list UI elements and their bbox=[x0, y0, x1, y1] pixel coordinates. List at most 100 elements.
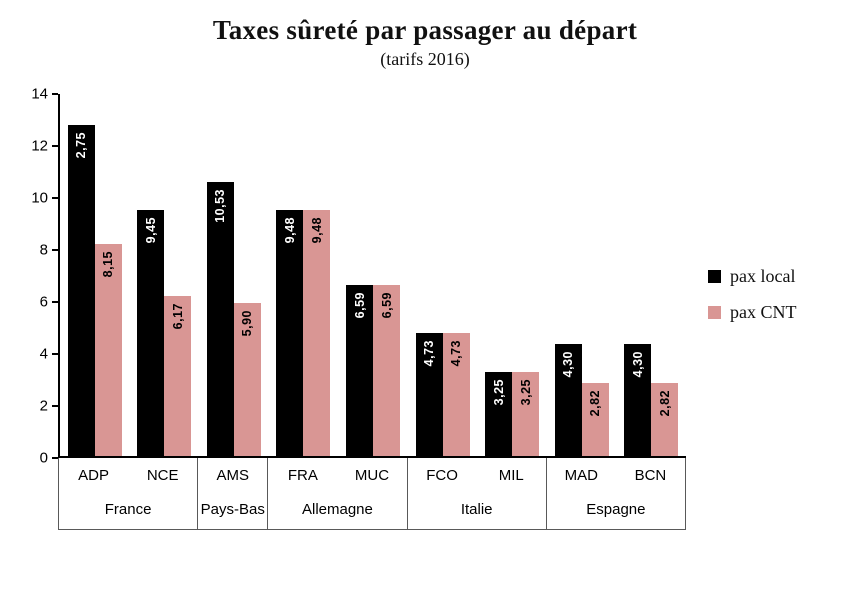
plot-area: 2,75 8,15 9,45 6,17 10,53 5,90 9,48 9,48 6,59 6,5… bbox=[52, 93, 686, 459]
bar-pax-local-ADP: 2,75 bbox=[67, 124, 95, 456]
chart-area: 0 2 4 6 8 10 12 14 2,75 8,15 9,45 6,17 10,53 5,90 9,4… bbox=[0, 86, 850, 530]
y-tick-label: 8 bbox=[39, 241, 48, 259]
bar-group-ADP: 2,75 8,15 bbox=[60, 94, 130, 456]
bar-value-label: 8,15 bbox=[101, 251, 116, 278]
axis-section-pays-bas: AMS Pays-Bas bbox=[198, 458, 269, 529]
y-tick-label: 2 bbox=[39, 397, 48, 415]
bar-value-label: 2,82 bbox=[588, 389, 603, 417]
bar-pax-CNT-AMS: 5,90 bbox=[233, 302, 261, 456]
bar-group-NCE: 9,45 6,17 bbox=[130, 94, 200, 456]
y-tick-label: 4 bbox=[39, 345, 48, 363]
axis-section-france: ADP NCE France bbox=[59, 458, 199, 529]
bar-value-label: 2,75 bbox=[74, 131, 89, 158]
axis-label-FRA: FRA bbox=[287, 467, 318, 484]
bar-pax-local-MUC: 6,59 bbox=[346, 284, 374, 456]
bar-pax-local-NCE: 9,45 bbox=[137, 210, 165, 456]
y-tick-mark bbox=[52, 145, 58, 147]
chart-subtitle: (tarifs 2016) bbox=[380, 49, 470, 69]
axis-airport-row: FRA MUC bbox=[268, 458, 406, 493]
legend-label: pax local bbox=[730, 266, 796, 286]
y-tick-mark bbox=[52, 93, 58, 95]
y-tick-label: 12 bbox=[31, 137, 48, 155]
bar-pax-local-FRA: 9,48 bbox=[276, 209, 304, 456]
y-tick-label: 14 bbox=[31, 85, 48, 103]
bar-value-label: 6,59 bbox=[379, 291, 394, 319]
axis-label-country: Espagne bbox=[586, 500, 646, 518]
bar-pax-CNT-BCN: 2,82 bbox=[651, 382, 679, 456]
y-tick-label: 0 bbox=[39, 449, 48, 467]
bar-value-label: 3,25 bbox=[491, 378, 506, 405]
legend-swatch bbox=[708, 306, 721, 319]
axis-section-espagne: MAD BCN Espagne bbox=[547, 458, 685, 529]
y-tick-mark bbox=[52, 457, 58, 459]
legend-item-pax-CNT: pax CNT bbox=[708, 302, 797, 323]
legend-swatch bbox=[708, 270, 721, 283]
bar-pax-CNT-MIL: 3,25 bbox=[512, 371, 540, 456]
category-axis: ADP NCE France AMS Pays-Bas FRA MUC Allemagne FC… bbox=[58, 458, 686, 530]
bar-group-BCN: 4,30 2,82 bbox=[617, 94, 687, 456]
axis-label-FCO: FCO bbox=[426, 467, 458, 484]
axis-airport-row: FCO MIL bbox=[408, 458, 546, 493]
axis-airport-row: ADP NCE bbox=[59, 458, 197, 493]
bar-group-FCO: 4,73 4,73 bbox=[408, 94, 478, 456]
bar-pax-local-MIL: 3,25 bbox=[485, 371, 513, 456]
bar-group-MAD: 4,30 2,82 bbox=[547, 94, 617, 456]
axis-label-country: Italie bbox=[460, 500, 493, 518]
axis-section-italie: FCO MIL Italie bbox=[408, 458, 547, 529]
bar-value-label: 3,25 bbox=[518, 378, 533, 405]
bar-value-label: 4,73 bbox=[422, 340, 437, 367]
bar-value-label: 4,30 bbox=[630, 351, 645, 378]
y-tick-mark bbox=[52, 353, 58, 355]
axis-label-country: Pays-Bas bbox=[200, 500, 265, 518]
y-tick-label: 6 bbox=[39, 293, 48, 311]
axis-label-ADP: ADP bbox=[78, 467, 109, 484]
bar-group-AMS: 10,53 5,90 bbox=[199, 94, 269, 456]
y-tick-mark bbox=[52, 301, 58, 303]
bar-pax-local-AMS: 10,53 bbox=[206, 182, 234, 456]
y-axis: 0 2 4 6 8 10 12 14 bbox=[10, 86, 58, 467]
axis-label-MAD: MAD bbox=[564, 467, 598, 484]
axis-label-MUC: MUC bbox=[354, 467, 390, 484]
bar-value-label: 4,30 bbox=[561, 351, 576, 378]
axis-section-allemagne: FRA MUC Allemagne bbox=[268, 458, 408, 529]
axis-airport-row: MAD BCN bbox=[547, 458, 685, 493]
bar-value-label: 5,90 bbox=[240, 309, 255, 336]
bar-group-MIL: 3,25 3,25 bbox=[477, 94, 547, 456]
bars-row: 2,75 8,15 9,45 6,17 10,53 5,90 9,48 9,48 6,59 6,5… bbox=[60, 94, 686, 456]
y-tick-mark bbox=[52, 249, 58, 251]
bar-pax-CNT-MAD: 2,82 bbox=[581, 382, 609, 456]
bar-pax-CNT-MUC: 6,59 bbox=[373, 284, 401, 456]
bar-value-label: 10,53 bbox=[213, 189, 228, 224]
bar-pax-CNT-FRA: 9,48 bbox=[303, 209, 331, 456]
axis-label-BCN: BCN bbox=[634, 467, 667, 484]
bar-value-label: 9,48 bbox=[309, 216, 324, 243]
bar-value-label: 6,17 bbox=[170, 302, 185, 329]
axis-label-NCE: NCE bbox=[146, 467, 179, 484]
bar-value-label: 9,45 bbox=[143, 217, 158, 244]
axis-label-country: Allemagne bbox=[301, 500, 373, 518]
bar-pax-CNT-FCO: 4,73 bbox=[442, 333, 470, 456]
bar-value-label: 4,73 bbox=[449, 340, 464, 367]
axis-label-AMS: AMS bbox=[216, 467, 250, 484]
chart-title: Taxes sûreté par passager au départ bbox=[212, 15, 638, 45]
bar-group-FRA: 9,48 9,48 bbox=[269, 94, 339, 456]
axis-airport-row: AMS bbox=[198, 458, 267, 493]
bar-pax-local-MAD: 4,30 bbox=[554, 344, 582, 456]
legend-item-pax-local: pax local bbox=[708, 266, 797, 287]
legend-label: pax CNT bbox=[730, 302, 797, 322]
bar-pax-CNT-NCE: 6,17 bbox=[164, 295, 192, 456]
bar-group-MUC: 6,59 6,59 bbox=[338, 94, 408, 456]
y-tick-mark bbox=[52, 405, 58, 407]
axis-label-country: France bbox=[104, 500, 152, 518]
plot-column: 2,75 8,15 9,45 6,17 10,53 5,90 9,48 9,48 6,59 6,5… bbox=[52, 93, 686, 530]
bar-pax-local-BCN: 4,30 bbox=[624, 344, 652, 456]
bar-pax-local-FCO: 4,73 bbox=[415, 333, 443, 456]
bar-value-label: 6,59 bbox=[352, 291, 367, 319]
bar-pax-CNT-ADP: 8,15 bbox=[94, 244, 122, 456]
legend: pax local pax CNT bbox=[708, 94, 797, 530]
y-tick-mark bbox=[52, 197, 58, 199]
y-tick-label: 10 bbox=[31, 189, 48, 207]
bar-value-label: 9,48 bbox=[282, 216, 297, 243]
axis-label-MIL: MIL bbox=[498, 467, 524, 484]
